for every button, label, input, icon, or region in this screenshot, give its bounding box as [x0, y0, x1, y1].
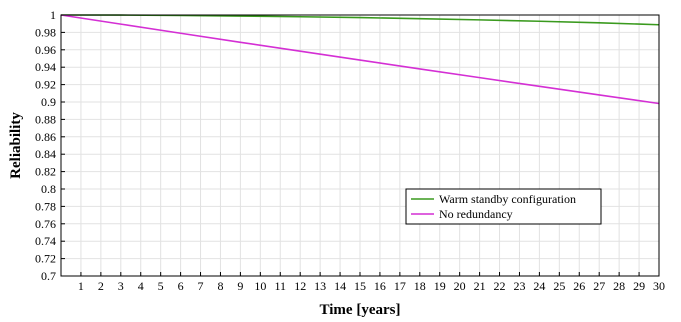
x-tick-label: 14 [334, 279, 346, 293]
x-tick-label: 3 [118, 279, 124, 293]
x-tick-label: 24 [533, 279, 545, 293]
x-tick-label: 20 [454, 279, 466, 293]
legend-label-0: Warm standby configuration [439, 192, 576, 206]
x-tick-label: 18 [414, 279, 426, 293]
y-tick-label: 0.72 [35, 252, 56, 266]
x-tick-label: 9 [237, 279, 243, 293]
plot-frame [60, 14, 660, 277]
x-tick-label: 15 [354, 279, 366, 293]
x-tick-label: 26 [573, 279, 585, 293]
x-tick-label: 12 [294, 279, 306, 293]
y-axis-label: Reliability [8, 112, 24, 179]
x-tick-label: 16 [374, 279, 386, 293]
x-tick-label: 19 [434, 279, 446, 293]
grid-lines [61, 14, 660, 277]
y-tick-label: 0.8 [41, 182, 56, 196]
y-tick-label: 1 [50, 8, 56, 22]
x-tick-label: 21 [474, 279, 486, 293]
x-tick-label: 10 [254, 279, 266, 293]
y-tick-label: 0.7 [41, 269, 56, 283]
x-tick-label: 5 [158, 279, 164, 293]
x-tick-label: 2 [98, 279, 104, 293]
x-tick-label: 29 [633, 279, 645, 293]
x-axis-label: Time [years] [320, 302, 401, 318]
y-tick-label: 0.94 [35, 60, 56, 74]
x-tick-label: 6 [178, 279, 184, 293]
y-tick-label: 0.98 [35, 25, 56, 39]
x-tick-label: 7 [198, 279, 204, 293]
y-tick-label: 0.9 [41, 95, 56, 109]
y-tick-label: 0.76 [35, 217, 56, 231]
x-axis-ticks: 1 2 3 4 5 6 7 8 9 10 11 12 13 14 15 16 17 18 19 20 21 22 23 24 2… [78, 272, 665, 293]
x-tick-label: 23 [513, 279, 525, 293]
y-tick-label: 0.86 [35, 130, 56, 144]
y-tick-label: 0.74 [35, 234, 56, 248]
x-tick-label: 28 [613, 279, 625, 293]
legend-box [405, 188, 602, 225]
legend-label-1: No redundancy [439, 207, 513, 221]
x-tick-label: 25 [553, 279, 565, 293]
y-tick-label: 0.82 [35, 165, 56, 179]
x-tick-label: 27 [593, 279, 605, 293]
y-tick-label: 0.84 [35, 147, 56, 161]
x-tick-label: 30 [653, 279, 665, 293]
x-tick-label: 22 [494, 279, 506, 293]
y-tick-label: 0.78 [35, 199, 56, 213]
y-tick-label: 0.96 [35, 43, 56, 57]
x-tick-label: 13 [314, 279, 326, 293]
x-tick-label: 4 [138, 279, 144, 293]
y-tick-label: 0.88 [35, 112, 56, 126]
x-tick-label: 11 [274, 279, 286, 293]
x-tick-label: 17 [394, 279, 406, 293]
y-axis-ticks: 0.7 0.72 0.74 0.76 0.78 0.8 0.82 0.84 0.86 0.88 0.… [35, 8, 65, 283]
y-tick-label: 0.92 [35, 78, 56, 92]
series-line-1 [60, 14, 660, 105]
x-tick-label: 8 [217, 279, 223, 293]
x-tick-label: 1 [78, 279, 84, 293]
